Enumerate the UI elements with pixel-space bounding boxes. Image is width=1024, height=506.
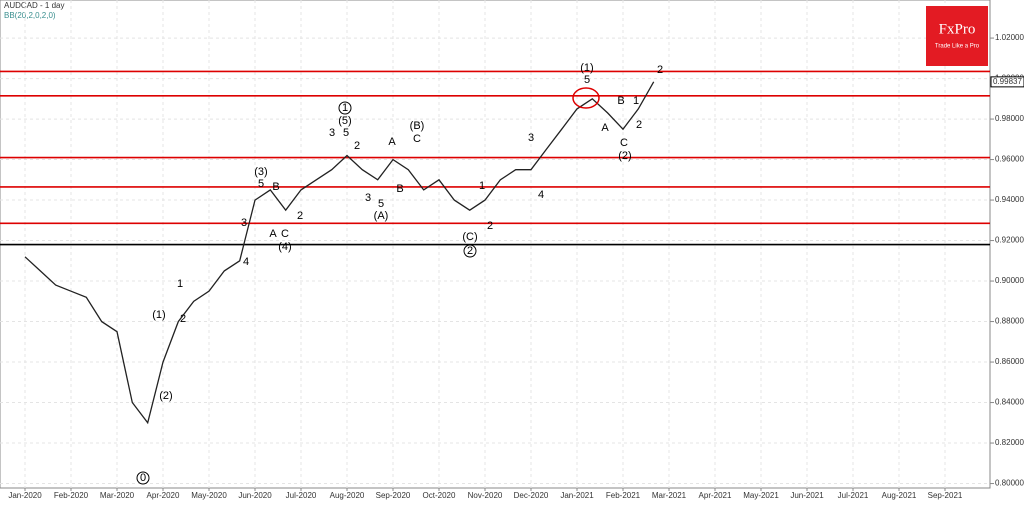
wave-label: (2): [618, 150, 631, 162]
wave-label: 0: [140, 472, 146, 484]
x-tick-label: Feb-2020: [54, 491, 89, 500]
x-tick-label: Jul-2020: [286, 491, 317, 500]
x-tick-label: Sep-2021: [928, 491, 963, 500]
wave-label: 5: [258, 178, 264, 190]
wave-label: A: [601, 122, 609, 134]
wave-label: (C): [462, 231, 477, 243]
logo: [926, 6, 988, 66]
wave-label: (3): [254, 166, 267, 178]
wave-label: 5: [343, 127, 349, 139]
y-tick-label: 0.90000: [995, 276, 1024, 285]
wave-label: C: [413, 133, 421, 145]
wave-label: 2: [487, 220, 493, 232]
wave-circle: [463, 244, 477, 258]
wave-label: (1): [152, 309, 165, 321]
y-tick-label: 0.88000: [995, 317, 1024, 326]
wave-label: 2: [636, 119, 642, 131]
wave-label: 3: [241, 217, 247, 229]
price-line: [24, 81, 655, 425]
wave-label: (A): [374, 210, 389, 222]
x-tick-label: Mar-2020: [100, 491, 135, 500]
x-tick-label: Jan-2020: [8, 491, 42, 500]
wave-label: (5): [338, 115, 351, 127]
y-tick-label: 0.96000: [995, 155, 1024, 164]
indicator-label: BB(20,2,0,2,0): [4, 11, 56, 20]
wave-label: 4: [243, 256, 249, 268]
wave-label: 2: [354, 140, 360, 152]
x-tick-label: Aug-2021: [882, 491, 917, 500]
wave-label: 2: [467, 245, 473, 257]
wave-label: C: [620, 137, 628, 149]
wave-label: 4: [538, 189, 544, 201]
wave-label: (4): [278, 241, 291, 253]
wave-label: A: [388, 136, 396, 148]
x-tick-label: Jul-2021: [838, 491, 869, 500]
wave-label: 2: [180, 313, 186, 325]
x-tick-label: Dec-2020: [514, 491, 549, 500]
x-tick-label: Oct-2020: [423, 491, 456, 500]
wave-circle: [136, 471, 150, 485]
x-tick-label: Feb-2021: [606, 491, 641, 500]
wave-label: 1: [342, 102, 348, 114]
x-tick-label: Apr-2020: [147, 491, 180, 500]
x-tick-label: Aug-2020: [330, 491, 365, 500]
last-price-box: [990, 76, 1024, 88]
wave-label: 1: [633, 95, 639, 107]
last-price-label: 0.99837: [993, 77, 1022, 86]
wave-label: B: [396, 183, 403, 195]
x-tick-label: Jun-2020: [238, 491, 272, 500]
x-tick-label: Apr-2021: [699, 491, 732, 500]
wave-label: B: [617, 95, 624, 107]
y-tick-label: 0.86000: [995, 357, 1024, 366]
wave-label: B: [272, 181, 279, 193]
wave-label: (B): [410, 120, 425, 132]
logo-tagline: Trade Like a Pro: [935, 44, 980, 50]
wave-label: (1): [580, 62, 593, 74]
logo-text: FxPro: [939, 21, 976, 37]
x-tick-label: May-2020: [191, 491, 227, 500]
highlight-ellipse: [572, 87, 600, 109]
x-tick-label: Sep-2020: [376, 491, 411, 500]
y-tick-label: 0.92000: [995, 236, 1024, 245]
y-tick-label: 1.02000: [995, 33, 1024, 42]
x-tick-label: Jan-2021: [560, 491, 594, 500]
x-tick-label: May-2021: [743, 491, 779, 500]
wave-label: 3: [329, 127, 335, 139]
wave-label: 3: [365, 192, 371, 204]
wave-label: 1: [479, 180, 485, 192]
x-tick-label: Mar-2021: [652, 491, 687, 500]
wave-label: 2: [657, 64, 663, 76]
wave-label: C: [281, 228, 289, 240]
y-tick-label: 0.84000: [995, 398, 1024, 407]
wave-circle: [338, 101, 352, 115]
y-tick-label: 0.80000: [995, 479, 1024, 488]
chart-title: AUDCAD - 1 day: [4, 1, 64, 10]
wave-label: A: [269, 228, 277, 240]
y-tick-label: 0.98000: [995, 114, 1024, 123]
x-tick-label: Jun-2021: [790, 491, 824, 500]
y-tick-label: 0.94000: [995, 195, 1024, 204]
x-tick-label: Nov-2020: [468, 491, 503, 500]
wave-label: 3: [528, 132, 534, 144]
wave-label: 2: [297, 210, 303, 222]
wave-label: (2): [159, 390, 172, 402]
wave-label: 5: [378, 198, 384, 210]
wave-label: 1: [177, 278, 183, 290]
y-tick-label: 0.82000: [995, 438, 1024, 447]
wave-label: 5: [584, 74, 590, 86]
